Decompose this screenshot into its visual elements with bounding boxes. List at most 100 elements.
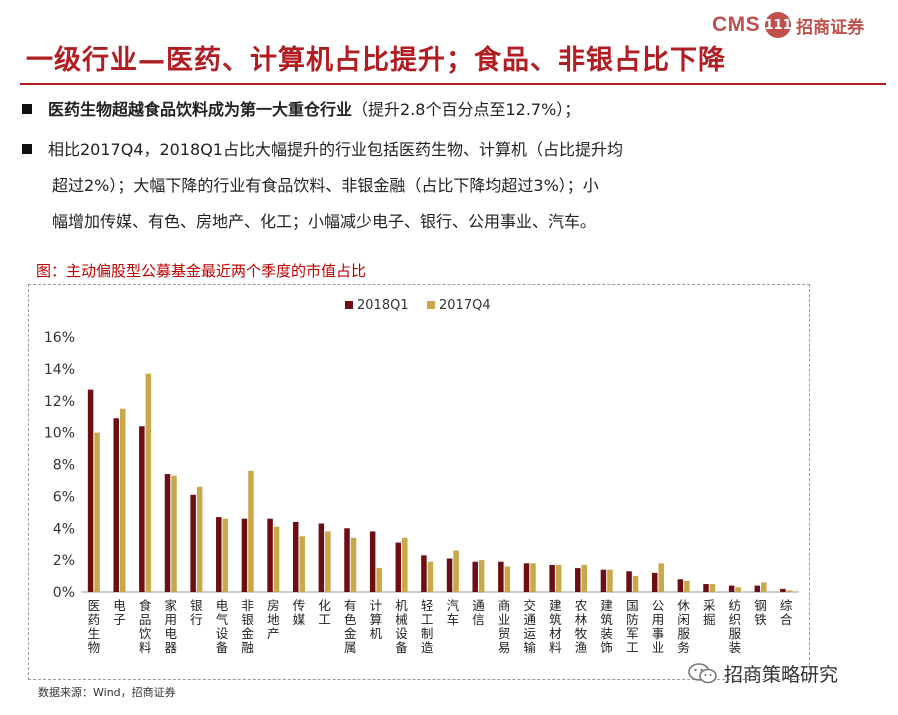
x-tick-label: 休闲服务 [677, 598, 690, 655]
x-tick-label: 食品饮料 [139, 598, 152, 655]
bullet-square-icon [22, 144, 32, 154]
bar-2018Q1 [139, 426, 145, 592]
bar-2018Q1 [292, 521, 299, 592]
bullet-1-rest: （提升2.8个百分点至12.7%）； [352, 100, 581, 119]
bar-2017Q4 [350, 537, 357, 592]
bar-2017Q4 [299, 536, 305, 592]
bar-2018Q1 [241, 518, 248, 592]
bar-2017Q4 [504, 566, 511, 592]
x-tick-label: 公用事业 [652, 598, 665, 655]
bar-2017Q4 [427, 561, 434, 592]
bar-2018Q1 [164, 474, 171, 592]
bar-2018Q1 [472, 561, 478, 592]
bar-2017Q4 [786, 590, 793, 592]
y-tick-label: 4% [53, 521, 75, 537]
bar-2017Q4 [273, 526, 280, 592]
bar-2018Q1 [395, 542, 402, 592]
bar-2018Q1 [190, 494, 196, 592]
bar-2017Q4 [171, 475, 177, 592]
bar-2017Q4 [761, 582, 767, 592]
figure-caption: 图：主动偏股型公募基金最近两个季度的市值占比 [36, 262, 367, 280]
x-tick-label: 纺织服装 [729, 598, 742, 655]
bar-2018Q1 [344, 528, 350, 592]
watermark-text: 招商策略研究 [724, 664, 839, 686]
data-source: 数据来源：Wind，招商证券 [38, 686, 176, 699]
bar-2017Q4 [684, 580, 690, 592]
logo-text: CMS [712, 13, 761, 36]
x-tick-label: 非银金融 [241, 598, 254, 655]
bar-2017Q4 [248, 470, 254, 592]
bar-2017Q4 [632, 576, 639, 592]
bar-2018Q1 [780, 588, 786, 592]
bar-2018Q1 [87, 389, 94, 592]
bar-2017Q4 [709, 584, 716, 592]
bar-2018Q1 [113, 418, 119, 592]
bar-2018Q1 [498, 561, 504, 592]
x-tick-label: 汽车 [447, 598, 460, 627]
legend-label: 2017Q4 [439, 298, 491, 313]
bar-2017Q4 [325, 531, 331, 592]
x-tick-label: 钢铁 [754, 598, 767, 627]
bar-2018Q1 [677, 579, 684, 592]
y-tick-label: 12% [44, 394, 75, 410]
bar-2017Q4 [119, 408, 126, 592]
y-tick-label: 10% [44, 426, 75, 442]
x-tick-label: 家用电器 [164, 598, 177, 655]
bar-2017Q4 [222, 518, 229, 592]
bar-2017Q4 [94, 432, 100, 592]
bar-2018Q1 [523, 563, 530, 592]
bar-2017Q4 [607, 569, 613, 592]
y-tick-label: 6% [53, 489, 75, 505]
bar-2017Q4 [478, 560, 485, 592]
legend-swatch [345, 301, 353, 309]
bar-2017Q4 [555, 564, 562, 592]
bar-2017Q4 [530, 563, 536, 592]
x-tick-label: 医药生物 [88, 598, 101, 655]
x-tick-label: 采掘 [703, 598, 716, 627]
bar-2017Q4 [453, 550, 459, 592]
bullet-2-line-3: 幅增加传媒、有色、房地产、化工；小幅减少电子、银行、公用事业、汽车。 [52, 212, 597, 231]
x-tick-label: 轻工制造 [421, 598, 434, 655]
bar-2018Q1 [318, 523, 325, 592]
logo-chinese: 招商证券 [796, 17, 865, 38]
x-tick-label: 农林牧渔 [575, 598, 588, 655]
x-tick-label: 电气设备 [216, 598, 229, 655]
x-tick-label: 房地产 [267, 598, 280, 641]
x-tick-label: 商业贸易 [498, 598, 511, 655]
bullet-2: 相比2017Q4，2018Q1占比大幅提升的行业包括医药生物、计算机（占比提升均… [22, 132, 822, 240]
y-tick-label: 16% [44, 330, 75, 346]
x-tick-label: 机械设备 [395, 598, 408, 655]
legend-swatch [427, 301, 435, 309]
bar-2018Q1 [575, 568, 581, 592]
bar-2018Q1 [446, 558, 453, 592]
bar-2018Q1 [754, 585, 761, 592]
bar-2018Q1 [626, 571, 632, 592]
watermark: 招商策略研究 [688, 660, 838, 687]
bullet-2-line-2: 超过2%）；大幅下降的行业有食品饮料、非银金融（占比下降均超过3%）；小 [52, 176, 599, 195]
bar-2017Q4 [658, 563, 664, 592]
y-tick-label: 0% [53, 585, 75, 601]
x-tick-label: 建筑材料 [549, 598, 562, 655]
bar-2018Q1 [267, 518, 273, 592]
bar-2017Q4 [376, 568, 382, 592]
bar-2018Q1 [703, 584, 709, 592]
bar-chart: 0% 2% 4% 6% 8% 10% 12% 14% 16% 医药生物电子食品饮料家用电器银行电气… [44, 298, 799, 655]
bar-2018Q1 [600, 569, 607, 592]
bar-2017Q4 [581, 564, 588, 592]
bar-2018Q1 [421, 555, 427, 592]
bar-2018Q1 [651, 572, 658, 592]
x-tick-label: 传媒 [293, 598, 306, 627]
bullet-1-bold: 医药生物超越食品饮料成为第一大重仓行业 [48, 100, 353, 119]
page-title: 一级行业—医药、计算机占比提升；食品、非银占比下降 [26, 45, 726, 76]
x-tick-label: 综合 [780, 598, 793, 627]
bar-2018Q1 [549, 564, 555, 592]
logo: CMS 111 招商证券 [712, 10, 864, 40]
x-tick-label: 交通运输 [523, 598, 536, 655]
bar-2017Q4 [196, 486, 203, 592]
bar-2018Q1 [369, 531, 376, 592]
bullet-2-line-1: 相比2017Q4，2018Q1占比大幅提升的行业包括医药生物、计算机（占比提升均 [48, 140, 623, 159]
x-tick-label: 建筑装饰 [600, 598, 613, 655]
bullet-1: 医药生物超越食品饮料成为第一大重仓行业（提升2.8个百分点至12.7%）； [22, 92, 882, 128]
chart-frame: 0% 2% 4% 6% 8% 10% 12% 14% 16% 医药生物 电子 食品饮料 家用电器 银行 电气… [28, 284, 810, 680]
bullet-square-icon [22, 104, 32, 114]
